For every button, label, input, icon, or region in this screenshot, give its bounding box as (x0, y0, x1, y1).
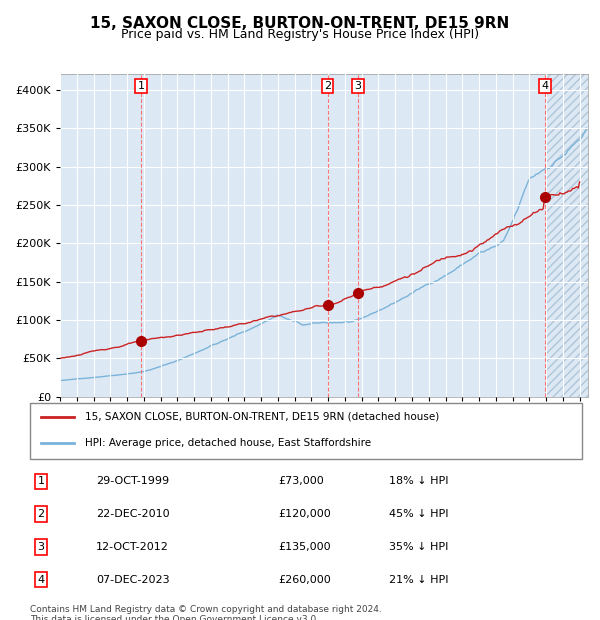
FancyBboxPatch shape (30, 403, 582, 459)
Text: 2: 2 (37, 509, 44, 519)
Text: Contains HM Land Registry data © Crown copyright and database right 2024.
This d: Contains HM Land Registry data © Crown c… (30, 604, 382, 620)
Text: 21% ↓ HPI: 21% ↓ HPI (389, 575, 448, 585)
Text: 3: 3 (38, 542, 44, 552)
Text: £260,000: £260,000 (278, 575, 331, 585)
Text: 18% ↓ HPI: 18% ↓ HPI (389, 476, 448, 486)
Text: 12-OCT-2012: 12-OCT-2012 (96, 542, 169, 552)
Text: 45% ↓ HPI: 45% ↓ HPI (389, 509, 448, 519)
Bar (546, 74, 588, 397)
Text: 15, SAXON CLOSE, BURTON-ON-TRENT, DE15 9RN (detached house): 15, SAXON CLOSE, BURTON-ON-TRENT, DE15 9… (85, 412, 439, 422)
Text: £135,000: £135,000 (278, 542, 331, 552)
Text: 35% ↓ HPI: 35% ↓ HPI (389, 542, 448, 552)
Text: 29-OCT-1999: 29-OCT-1999 (96, 476, 169, 486)
Text: 3: 3 (355, 81, 362, 91)
Text: 4: 4 (541, 81, 548, 91)
Text: Price paid vs. HM Land Registry's House Price Index (HPI): Price paid vs. HM Land Registry's House … (121, 28, 479, 41)
Text: 22-DEC-2010: 22-DEC-2010 (96, 509, 170, 519)
Text: 4: 4 (37, 575, 44, 585)
Bar (546, 74, 588, 397)
Text: 1: 1 (137, 81, 145, 91)
Text: HPI: Average price, detached house, East Staffordshire: HPI: Average price, detached house, East… (85, 438, 371, 448)
Text: 1: 1 (38, 476, 44, 486)
Text: £73,000: £73,000 (278, 476, 324, 486)
Text: 2: 2 (324, 81, 331, 91)
Text: 15, SAXON CLOSE, BURTON-ON-TRENT, DE15 9RN: 15, SAXON CLOSE, BURTON-ON-TRENT, DE15 9… (91, 16, 509, 30)
Text: £120,000: £120,000 (278, 509, 331, 519)
Text: 07-DEC-2023: 07-DEC-2023 (96, 575, 170, 585)
